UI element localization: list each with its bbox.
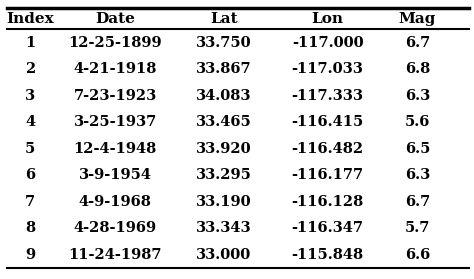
Text: 3: 3 [25, 88, 35, 103]
Text: 1: 1 [25, 35, 35, 50]
Text: 12-25-1899: 12-25-1899 [68, 35, 162, 50]
Text: 5: 5 [25, 141, 35, 156]
Text: -115.848: -115.848 [292, 247, 364, 262]
Text: Date: Date [95, 12, 135, 26]
Text: 4: 4 [25, 115, 35, 129]
Text: -117.333: -117.333 [292, 88, 364, 103]
Text: 6: 6 [25, 168, 35, 182]
Text: 6.3: 6.3 [405, 88, 430, 103]
Text: -116.128: -116.128 [292, 194, 364, 209]
Text: -116.482: -116.482 [292, 141, 364, 156]
Text: 33.750: 33.750 [196, 35, 252, 50]
Text: 6.6: 6.6 [405, 247, 430, 262]
Text: 33.000: 33.000 [196, 247, 251, 262]
Text: 5.7: 5.7 [405, 221, 430, 235]
Text: -117.000: -117.000 [292, 35, 364, 50]
Text: 6.7: 6.7 [405, 194, 430, 209]
Text: 9: 9 [25, 247, 35, 262]
Text: 4-21-1918: 4-21-1918 [73, 62, 157, 76]
Text: 7: 7 [25, 194, 35, 209]
Text: -117.033: -117.033 [292, 62, 364, 76]
Text: -116.347: -116.347 [292, 221, 364, 235]
Text: 7-23-1923: 7-23-1923 [73, 88, 157, 103]
Text: 8: 8 [25, 221, 35, 235]
Text: 6.5: 6.5 [405, 141, 430, 156]
Text: 33.465: 33.465 [196, 115, 252, 129]
Text: 6.3: 6.3 [405, 168, 430, 182]
Text: 33.920: 33.920 [196, 141, 252, 156]
Text: 3-25-1937: 3-25-1937 [73, 115, 157, 129]
Text: 6.7: 6.7 [405, 35, 430, 50]
Text: Lat: Lat [210, 12, 237, 26]
Text: -116.177: -116.177 [292, 168, 364, 182]
Text: 33.867: 33.867 [196, 62, 252, 76]
Text: Index: Index [6, 12, 54, 26]
Text: 2: 2 [25, 62, 35, 76]
Text: 5.6: 5.6 [405, 115, 430, 129]
Text: 34.083: 34.083 [196, 88, 252, 103]
Text: 6.8: 6.8 [405, 62, 430, 76]
Text: 33.343: 33.343 [196, 221, 252, 235]
Text: 12-4-1948: 12-4-1948 [73, 141, 157, 156]
Text: 11-24-1987: 11-24-1987 [68, 247, 162, 262]
Text: 4-28-1969: 4-28-1969 [73, 221, 157, 235]
Text: 33.295: 33.295 [196, 168, 252, 182]
Text: -116.415: -116.415 [292, 115, 364, 129]
Text: Lon: Lon [311, 12, 344, 26]
Text: 4-9-1968: 4-9-1968 [79, 194, 152, 209]
Text: 3-9-1954: 3-9-1954 [79, 168, 152, 182]
Text: Mag: Mag [399, 12, 436, 26]
Text: 33.190: 33.190 [196, 194, 252, 209]
